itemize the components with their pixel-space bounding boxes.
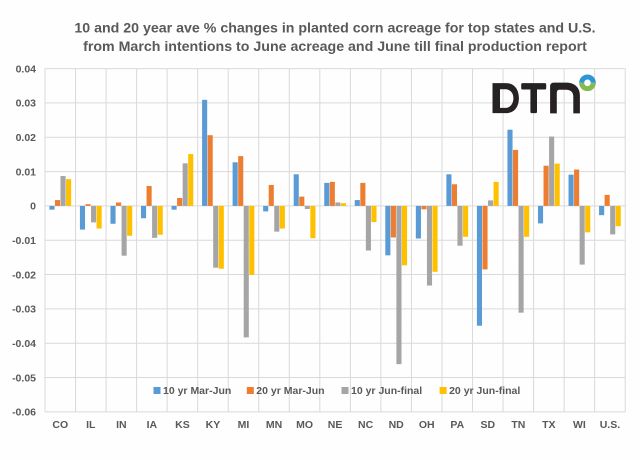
svg-text:-0.04: -0.04 xyxy=(12,338,36,350)
svg-text:IN: IN xyxy=(116,419,127,431)
svg-text:OH: OH xyxy=(419,419,435,431)
svg-text:-0.02: -0.02 xyxy=(12,269,36,281)
svg-text:PA: PA xyxy=(450,419,464,431)
svg-text:10 yr Mar-Jun: 10 yr Mar-Jun xyxy=(163,385,231,397)
svg-text:0.01: 0.01 xyxy=(16,166,37,178)
svg-text:20 yr Mar-Jun: 20 yr Mar-Jun xyxy=(256,385,324,397)
svg-text:0.02: 0.02 xyxy=(16,132,37,144)
svg-text:U.S.: U.S. xyxy=(600,419,621,431)
svg-text:TN: TN xyxy=(511,419,525,431)
svg-text:10 yr Jun-final: 10 yr Jun-final xyxy=(351,385,422,397)
svg-text:SD: SD xyxy=(480,419,495,431)
svg-text:0.04: 0.04 xyxy=(16,63,37,75)
svg-text:MO: MO xyxy=(296,419,313,431)
svg-text:WI: WI xyxy=(573,419,586,431)
svg-text:-0.01: -0.01 xyxy=(12,235,36,247)
svg-text:TX: TX xyxy=(542,419,555,431)
svg-text:KY: KY xyxy=(206,419,221,431)
svg-text:20 yr Jun-final: 20 yr Jun-final xyxy=(449,385,520,397)
svg-text:NC: NC xyxy=(358,419,374,431)
svg-text:0: 0 xyxy=(30,201,36,213)
svg-text:CO: CO xyxy=(52,419,68,431)
svg-text:-0.05: -0.05 xyxy=(12,372,36,384)
svg-text:IL: IL xyxy=(86,419,96,431)
svg-text:KS: KS xyxy=(175,419,190,431)
svg-text:0.03: 0.03 xyxy=(16,98,37,110)
svg-text:from March intentions to June: from March intentions to June acreage an… xyxy=(83,39,587,55)
svg-text:MN: MN xyxy=(266,419,282,431)
svg-text:IA: IA xyxy=(147,419,158,431)
svg-text:10 and 20 year ave % changes i: 10 and 20 year ave % changes in planted … xyxy=(74,21,595,37)
svg-text:MI: MI xyxy=(238,419,250,431)
svg-text:ND: ND xyxy=(389,419,405,431)
svg-text:-0.03: -0.03 xyxy=(12,304,36,316)
svg-text:-0.06: -0.06 xyxy=(12,407,36,419)
svg-text:NE: NE xyxy=(328,419,343,431)
